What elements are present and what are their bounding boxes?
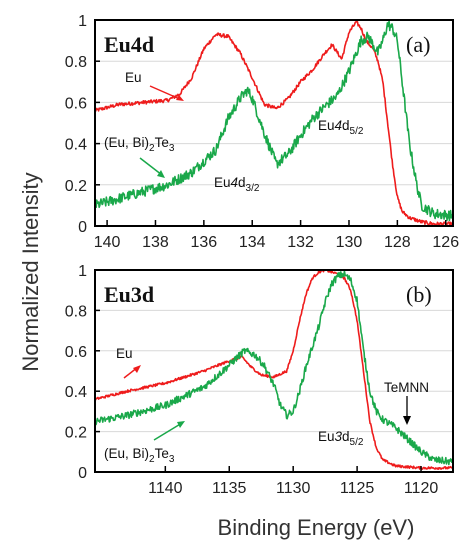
panel-b-series-1 [95,270,453,466]
peak52-italic: 4 [335,118,343,133]
panel-a-x-tick-label-2: 136 [190,234,217,251]
x-axis-label: Binding Energy (eV) [218,515,415,540]
panel-b-peak-52-label: Eu3d5/2 [318,429,364,448]
panel-a-x-tick-label-7: 126 [432,234,459,251]
panel-a-eu-label: Eu [125,70,142,85]
panel-b-x-tick-label-2: 1130 [276,480,311,497]
panel-b-y-ticks: 0 0.2 0.4 0.6 0.8 1 [65,263,100,482]
panel-b-y-tick-label-3: 0.6 [65,344,87,361]
panel-a-label: (a) [406,32,430,57]
panel-b-label: (b) [406,282,432,307]
eubite-sub2: 3 [169,143,175,154]
peak32-italic: 4 [231,175,239,190]
panel-a-y-tick-label-2: 0.4 [65,137,87,154]
panel-b: 1140 1135 1130 1125 1120 00.20.40.60.81 Eu3d… [65,263,454,497]
peak32-mid: d [238,175,246,190]
panel-a: 140 138 136 134 132 130 128 126 00.20.40.60.81 … [65,13,459,251]
panel-b-x-tick-label-4: 1120 [404,480,439,497]
panel-a-eubite-arrow [139,157,163,176]
panel-b-temnn-arrowhead [403,416,411,425]
panel-b-x-tick-label-3: 1125 [340,480,375,497]
panel-a-peak-32-label: Eu4d3/2 [214,175,260,194]
panel-a-x-tick-label-4: 132 [287,234,314,251]
panel-b-frame [94,269,454,473]
panel-b-title: Eu3d [104,282,154,307]
panel-a-x-tick-label-0: 140 [94,234,121,251]
b-peak52-italic: 3 [335,429,343,444]
panel-b-y-tick-label-0: 0 [78,465,87,482]
panel-b-eubite-arrowhead [177,421,185,428]
b-eubite-sub1: 2 [149,454,155,465]
panel-b-eubite-arrow [153,422,183,441]
panel-b-series [95,270,453,470]
panel-a-eubite-arrowhead [157,170,165,178]
b-peak52-pre: Eu [318,429,335,444]
panel-a-x-tick-label-1: 138 [142,234,169,251]
panel-a-x-tick-label-6: 128 [384,234,411,251]
panel-a-title: Eu4d [104,32,154,57]
panel-a-x-tick-label-3: 134 [239,234,266,251]
panel-a-eu-arrow [149,85,183,101]
b-eubite-pre: (Eu, Bi) [104,446,149,461]
b-peak52-mid: d [342,429,350,444]
b-eubite-sub2: 3 [169,454,175,465]
panel-b-y-tick-label-5: 1 [78,263,87,280]
panel-b-eu-label: Eu [116,346,133,361]
panel-a-y-tick-label-4: 0.8 [65,54,87,71]
eubite-pre: (Eu, Bi) [104,135,149,150]
peak52-sub: 5/2 [350,126,364,137]
panel-a-x-ticks: 140 138 136 134 132 130 128 126 [94,220,459,251]
panel-a-y-ticks: 0 0.2 0.4 0.6 0.8 1 [65,13,100,236]
panel-a-y-tick-label-5: 1 [78,13,87,30]
panel-a-peak-52-label: Eu4d5/2 [318,118,364,137]
panel-a-y-tick-label-3: 0.6 [65,95,87,112]
panel-a-series-0 [95,20,453,226]
b-eubite-mid: Te [155,446,169,461]
panel-a-series [95,20,453,226]
panel-a-eubite-label: (Eu, Bi)2Te3 [104,135,175,154]
panel-a-frame [94,19,454,227]
panel-a-y-tick-label-1: 0.2 [65,178,87,195]
panel-b-y-tick-label-4: 0.8 [65,303,87,320]
panel-b-eubite-label: (Eu, Bi)2Te3 [104,446,175,465]
panel-a-y-tick-label-0: 0 [78,219,87,236]
panel-a-x-tick-label-5: 130 [336,234,363,251]
panel-b-series-0 [95,270,453,470]
peak52-pre: Eu [318,118,335,133]
eubite-mid: Te [155,135,169,150]
peak32-pre: Eu [214,175,231,190]
panel-b-eu-arrowhead [133,365,141,373]
panel-a-eu-arrowhead [176,95,184,101]
y-axis-label: Normalized Intensity [18,172,43,371]
panel-b-x-tick-label-0: 1140 [148,480,183,497]
b-peak52-sub: 5/2 [350,437,364,448]
eubite-sub1: 2 [149,143,155,154]
panel-a-series-1 [95,20,453,222]
panel-b-y-tick-label-1: 0.2 [65,425,87,442]
panel-b-temnn-label: TeMNN [384,380,429,395]
peak32-sub: 3/2 [246,183,260,194]
panel-b-x-ticks: 1140 1135 1130 1125 1120 [148,466,438,497]
panel-b-x-tick-label-1: 1135 [212,480,247,497]
panel-b-y-tick-label-2: 0.4 [65,384,87,401]
peak52-mid: d [342,118,350,133]
